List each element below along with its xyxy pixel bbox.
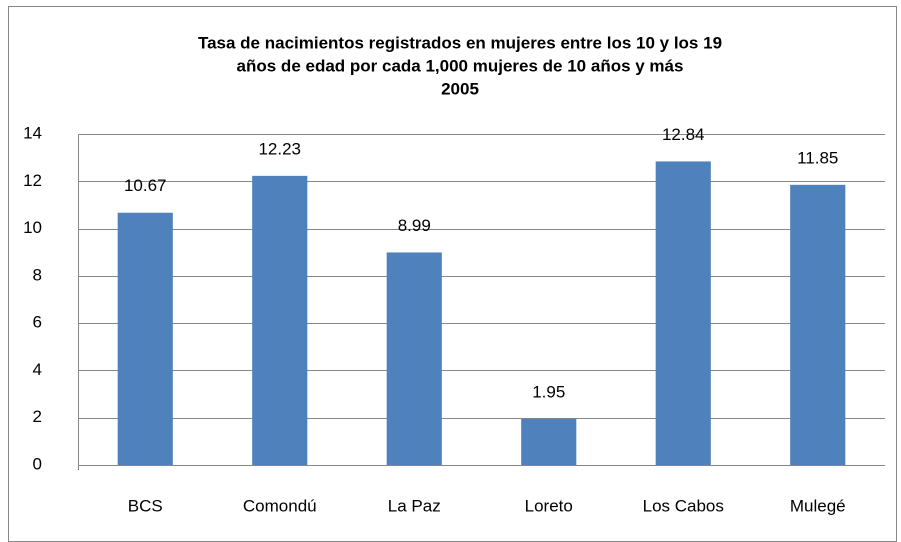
bar [521, 418, 577, 465]
y-tick-label: 10 [23, 218, 42, 237]
bar [655, 161, 711, 465]
data-label: 1.95 [532, 382, 565, 401]
x-tick-label: BCS [128, 496, 163, 515]
y-tick-label: 6 [33, 313, 42, 332]
bar [252, 175, 308, 466]
y-tick-label: 0 [33, 454, 42, 473]
bar [117, 212, 173, 465]
data-label: 12.84 [662, 125, 705, 144]
x-tick-label: La Paz [388, 496, 441, 515]
y-tick-label: 12 [23, 171, 42, 190]
x-tick-label: Loreto [525, 496, 573, 515]
chart-title: 2005 [441, 79, 479, 98]
data-label: 8.99 [398, 216, 431, 235]
x-tick-label: Los Cabos [643, 496, 724, 515]
x-tick-label: Comondú [243, 496, 317, 515]
bar [790, 184, 846, 465]
x-tick-label: Mulegé [790, 496, 846, 515]
bar [386, 252, 442, 465]
chart-title: años de edad por cada 1,000 mujeres de 1… [237, 56, 684, 75]
data-label: 11.85 [797, 148, 838, 167]
chart-title: Tasa de nacimientos registrados en mujer… [198, 33, 722, 52]
data-label: 10.67 [124, 176, 167, 195]
y-tick-label: 14 [23, 123, 42, 142]
y-tick-label: 2 [33, 407, 42, 426]
y-tick-label: 8 [33, 265, 42, 284]
y-tick-label: 4 [33, 360, 42, 379]
data-label: 12.23 [258, 139, 301, 158]
